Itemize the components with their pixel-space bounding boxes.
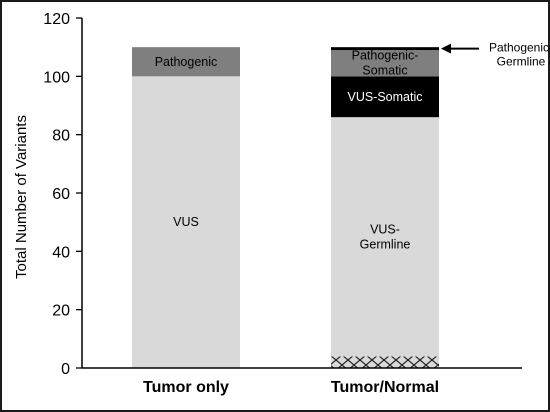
y-tick-label: 100 — [43, 69, 70, 86]
y-tick-label: 40 — [52, 244, 70, 261]
segment-label: Pathogenic-Somatic — [352, 49, 419, 78]
x-tick-label: Tumor only — [143, 379, 229, 396]
bar-segment — [331, 76, 439, 118]
annotations: Pathogenic-Germline — [441, 41, 550, 69]
segment-label: VUS-Somatic — [347, 90, 422, 104]
y-tick-label: 20 — [52, 303, 70, 320]
annotation-label: Pathogenic-Germline — [489, 41, 550, 69]
y-axis-label: Total Number of Variants — [13, 115, 30, 279]
x-tick-label: Tumor/Normal — [331, 379, 439, 396]
segment-label: Pathogenic — [155, 55, 218, 69]
bar-segment — [132, 47, 240, 77]
annotation-arrowhead — [441, 43, 451, 54]
bar-segment — [331, 356, 439, 368]
y-tick-label: 60 — [52, 186, 70, 203]
segment-label: VUS — [173, 215, 199, 229]
y-tick-label: 120 — [43, 11, 70, 28]
segment-label: VUS-Germline — [360, 222, 411, 251]
bar-segment — [132, 76, 240, 368]
y-tick-label: 80 — [52, 128, 70, 145]
bar-segment — [331, 47, 439, 51]
y-tick-label: 0 — [61, 361, 70, 378]
bars: VUS Pathogenic VUS-Germline VUS-Somatic Path… — [132, 47, 439, 368]
x-axis-ticks: Tumor only Tumor/Normal — [143, 379, 439, 396]
bar-segment — [331, 117, 439, 357]
bar-segment — [331, 50, 439, 77]
y-axis-ticks: 0 20 40 60 80 100 120 — [43, 11, 82, 378]
